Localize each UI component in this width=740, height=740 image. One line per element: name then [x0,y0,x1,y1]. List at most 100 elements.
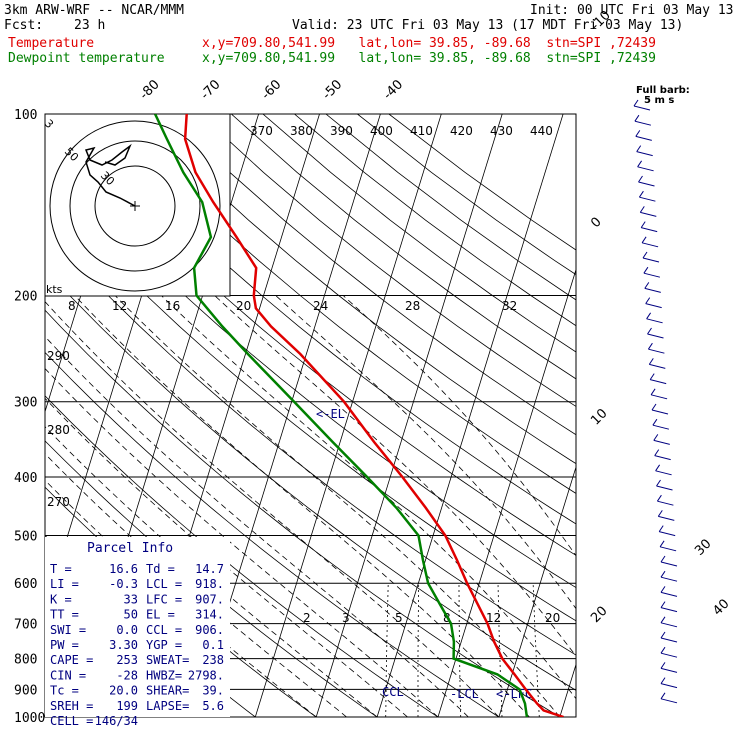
parcel-title: Parcel Info [87,541,173,556]
parcel-key: LAPSE= [146,699,189,713]
wind-barb-icon [634,114,652,126]
lcl-marker: -LCL [450,687,479,701]
pressure-label: 400 [14,471,37,486]
isotherm-label: -60 [259,77,285,103]
init-time: Init: 00 UTC Fri 03 May 13 [530,3,734,18]
wind-barb-icon [660,631,678,643]
wind-barb-icon [660,692,678,704]
isotherm-line [498,465,576,717]
wind-barb-icon [636,145,653,157]
theta-label: 430 [490,124,513,138]
dry-adiabat-line [45,152,576,589]
moist-adiabat-line [74,295,530,717]
barb-legend-unit: 5 m s [644,95,674,106]
forecast-label: Fcst: [4,18,44,33]
dry-adiabat-line [168,114,576,436]
isotherm-label: 20 [588,604,610,626]
wind-barb-icon [645,297,662,309]
parcel-value: 199 [116,699,138,713]
valid-time: Valid: 23 UTC Fri 03 May 13 (17 MDT Fri … [292,18,684,33]
wind-barb-icon [660,586,678,597]
moist-adiabat-line [45,397,408,717]
wind-barb-icon [658,525,676,537]
hodograph-speed-tick: 12 [112,299,127,313]
wind-barb-icon [641,236,659,248]
parcel-key: PW = [50,638,79,652]
mixing-ratio-label: 5 [395,611,403,625]
dry-adiabat-line [45,190,576,622]
theta-label: 290 [47,349,70,363]
pressure-label: 700 [14,618,37,633]
hodograph-kts-label: kts [46,283,63,296]
mixing-ratio-label: 3 [342,611,350,625]
pressure-label: 1000 [14,711,45,726]
dry-adiabat-line [45,228,576,656]
wind-barb-icon [660,646,678,658]
theta-label: 270 [47,495,70,509]
wind-barb-icon [638,175,655,187]
parcel-value: 0.1 [202,638,224,652]
parcel-value: 314. [195,608,224,622]
parcel-value: 16.6 [109,562,138,576]
theta-label: 400 [370,124,393,138]
pressure-label: 200 [14,290,37,305]
parcel-value: 3.30 [109,638,138,652]
parcel-key: SWEAT= [146,653,189,667]
parcel-key: CCL = [146,623,182,637]
wind-barb-icon [657,510,675,521]
parcel-key: SREH = [50,699,93,713]
moist-adiabat-line [45,301,500,717]
wind-barb-icon [640,221,658,233]
wind-barb-icon [648,358,666,369]
parcel-value: 906. [195,623,224,637]
parcel-key: YGP = [146,638,182,652]
wind-barb-icon [655,464,672,476]
wind-barb-icon [644,282,661,293]
isotherm-label: 10 [588,406,610,428]
dry-adiabat-line [325,114,576,301]
el-marker: <-EL [316,407,345,421]
parcel-key: TT = [50,608,79,622]
wind-barb-icon [660,570,678,582]
pressure-label: 900 [14,683,37,698]
moist-adiabat-line [161,295,576,700]
wind-barb-icon [646,312,663,324]
mixing-ratio-line [417,583,420,717]
wind-barb-icon [653,434,670,445]
wind-barb-icon [639,206,657,217]
parcel-key: K = [50,592,72,606]
isotherm-label: -70 [198,77,224,103]
isotherm-label: 30 [692,537,714,559]
hodograph-speed-tick: 20 [236,299,251,313]
plot-frame [44,113,577,718]
parcel-key: Td = [146,562,175,576]
wind-barb-icon [652,418,670,430]
parcel-value: 20.0 [109,684,138,698]
mixing-ratio-label: 12 [486,611,501,625]
temperature-legend: Temperature [8,36,95,51]
parcel-key: CAPE = [50,653,93,667]
hodograph-ring-inner [94,165,176,247]
parcel-value: 39. [202,684,224,698]
hodograph-trace [84,143,136,207]
parcel-key: LI = [50,577,79,591]
wind-barb-icon [638,190,656,202]
dry-adiabat-line [136,114,576,465]
theta-label: 280 [47,423,70,437]
theta-label: 440 [530,124,553,138]
dry-adiabat-line [45,309,561,717]
wind-barb-icon [647,327,664,339]
mixing-ratio-line [532,583,540,717]
wind-barb-icon [649,373,667,385]
dry-adiabat-line [294,114,576,327]
parcel-value: 918. [195,577,224,591]
isotherm-label: -80 [137,77,163,103]
parcel-value: 50 [124,608,138,622]
wind-barb-icon [660,677,678,689]
isotherm-label: -10 [588,8,614,34]
isotherm-label: -50 [320,77,346,103]
moist-adiabat-line [45,335,469,717]
parcel-key: LCL = [146,577,182,591]
hodograph-speed-tick: 32 [502,299,517,313]
dry-adiabat-line [388,114,576,251]
